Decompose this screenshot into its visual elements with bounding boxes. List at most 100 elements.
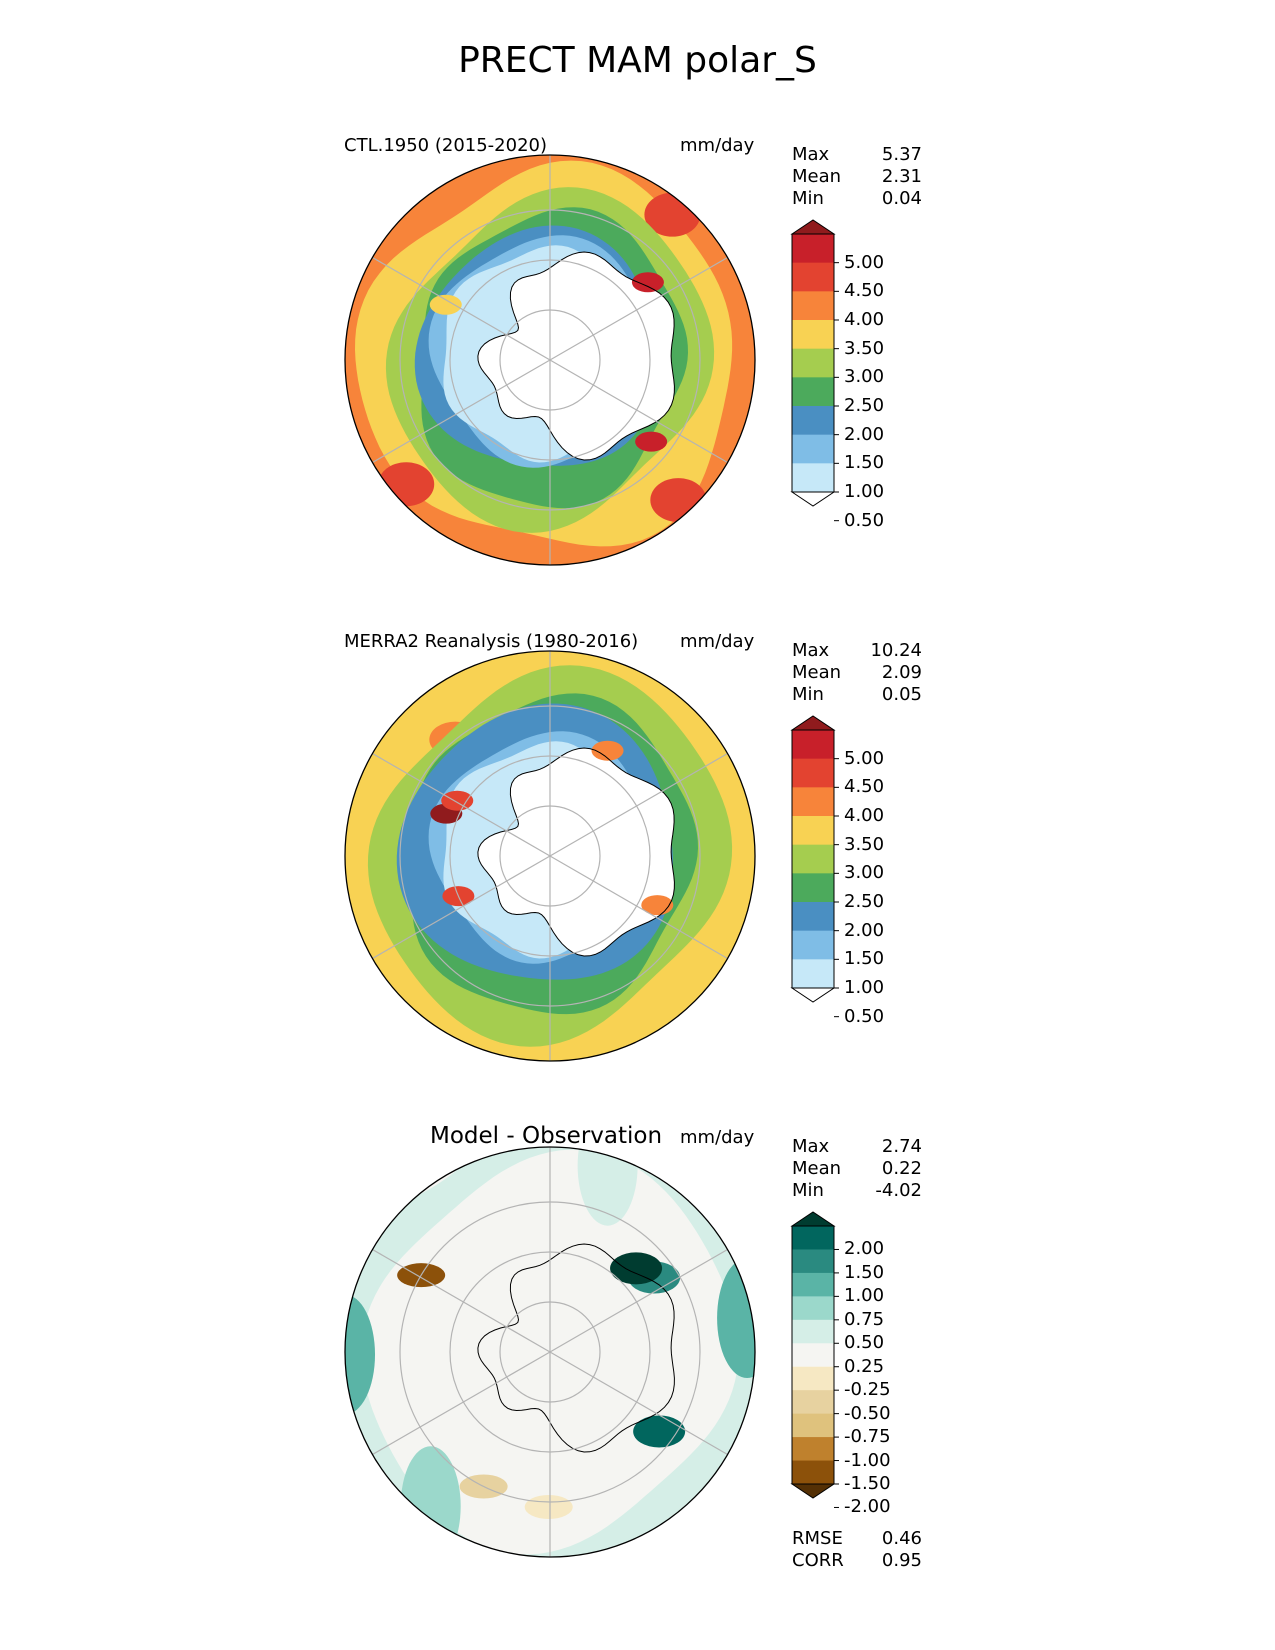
stat-value: 2.74 <box>881 1136 922 1157</box>
stat-value: 10.24 <box>870 640 922 661</box>
colorbar-swatch <box>792 1272 834 1297</box>
colorbar-extend-min <box>790 987 836 1003</box>
colorbar-tick-label: -1.00 <box>844 1449 891 1471</box>
colorbar-swatch <box>792 1366 834 1391</box>
stat-value: 2.09 <box>881 662 922 683</box>
coastline <box>477 747 675 957</box>
panel-1-units: mm/day <box>680 135 755 156</box>
metric-label: RMSE <box>792 1528 843 1549</box>
colorbar-tick-label: -1.50 <box>844 1473 891 1494</box>
colorbar-swatch <box>792 406 834 436</box>
contour-band <box>650 478 707 523</box>
longitude-gridline <box>549 359 728 464</box>
stat-label: Mean <box>792 662 842 683</box>
stat-label: Max <box>792 144 830 165</box>
colorbar-swatch <box>792 291 834 321</box>
metric-value: 0.95 <box>881 1550 922 1571</box>
colorbar-swatch <box>792 1343 834 1368</box>
colorbar-tick-label: 0.25 <box>844 1355 885 1377</box>
panel-1-stats: Max 5.37 Mean 2.31 Min 0.04 <box>792 144 922 210</box>
colorbar-tick-label: 2.00 <box>844 1238 885 1260</box>
contour-band <box>477 748 675 956</box>
colorbar-2 <box>790 715 839 1018</box>
colorbar-tick-label: -0.50 <box>844 1402 891 1424</box>
colorbar-extend-min <box>790 1483 836 1499</box>
contour-band <box>591 740 624 761</box>
longitude-gridline <box>549 855 728 960</box>
colorbar-swatch <box>792 1390 834 1415</box>
colorbar-swatch <box>792 434 834 464</box>
colorbar-tick-label: 1.50 <box>844 1261 885 1283</box>
panel-3-title: Model - Observation <box>430 1123 663 1149</box>
stat-label: Mean <box>792 166 842 187</box>
colorbar-tick-label: 3.00 <box>844 862 885 884</box>
colorbar-tick-label: -0.25 <box>844 1379 891 1401</box>
colorbar-swatch <box>792 959 834 989</box>
contour-band <box>429 294 462 315</box>
stat-value: 0.05 <box>881 684 922 705</box>
contour-band <box>577 1147 638 1226</box>
stat-value: 0.22 <box>881 1158 922 1179</box>
colorbar-tick-label: 5.00 <box>844 747 885 769</box>
contour-band <box>635 431 668 452</box>
colorbar-extend-max <box>790 1211 836 1227</box>
panel-3-metrics: RMSE 0.46 CORR 0.95 <box>792 1528 922 1572</box>
contour-band <box>441 790 474 811</box>
colorbar-swatch <box>792 758 834 788</box>
colorbar-swatch <box>792 463 834 493</box>
longitude-gridline <box>549 752 728 857</box>
map-boundary <box>344 650 756 1062</box>
colorbar-swatch <box>792 1460 834 1485</box>
colorbar-tick-label: 0.75 <box>844 1308 885 1330</box>
colorbar-tick-label: 0.50 <box>844 1332 885 1354</box>
contour-band <box>717 1258 755 1379</box>
colorbar-swatch <box>792 377 834 407</box>
colorbar-frame <box>791 729 835 989</box>
colorbar-tick-label: 1.50 <box>844 452 885 474</box>
polar-map-panel-3 <box>344 1146 756 1558</box>
coastline <box>477 251 675 461</box>
colorbar-frame <box>791 233 835 493</box>
panel-1-title: CTL.1950 (2015-2020) <box>344 135 548 156</box>
colorbar-tick-label: 5.00 <box>844 251 885 273</box>
colorbar-swatch <box>792 1296 834 1321</box>
longitude-gridline <box>549 256 728 361</box>
stat-label: Mean <box>792 1158 842 1179</box>
contour-band <box>631 272 664 293</box>
colorbar-tick-label: -2.00 <box>844 1496 891 1518</box>
colorbar-swatch <box>792 1437 834 1462</box>
map-field <box>345 651 755 1061</box>
colorbar-tick-label: 1.50 <box>844 948 885 970</box>
longitude-gridline <box>549 1351 728 1456</box>
map-boundary <box>344 154 756 566</box>
colorbar-tick-label: 1.00 <box>844 977 885 998</box>
colorbar-tick-label: 1.00 <box>844 481 885 502</box>
polar-map-panel-2 <box>344 650 756 1062</box>
stat-value: 5.37 <box>881 144 922 165</box>
colorbar-swatch <box>792 816 834 846</box>
longitude-gridline <box>372 752 551 857</box>
colorbar-tick-label: 3.00 <box>844 366 885 388</box>
contour-band <box>524 1494 573 1519</box>
figure-title: PRECT MAM polar_S <box>458 40 817 81</box>
longitude-gridline <box>372 256 551 361</box>
metric-label: CORR <box>792 1550 844 1571</box>
colorbar-tick-label: 2.00 <box>844 919 885 941</box>
colorbar-tick-label: 2.00 <box>844 423 885 445</box>
stat-value: 2.31 <box>881 166 922 187</box>
colorbar-3 <box>790 1211 839 1508</box>
colorbar-swatch <box>792 873 834 903</box>
longitude-gridline <box>372 1351 551 1456</box>
panel-2-units: mm/day <box>680 631 755 652</box>
colorbar-swatch <box>792 262 834 292</box>
panel-3-stats: Max 2.74 Mean 0.22 Min -4.02 <box>792 1136 922 1202</box>
colorbar-tick-label: 0.50 <box>844 1005 885 1027</box>
panel-3-units: mm/day <box>680 1127 755 1148</box>
panel-2-stats: Max 10.24 Mean 2.09 Min 0.05 <box>792 640 922 706</box>
colorbar-swatch <box>792 1226 834 1250</box>
colorbar-tick-label: -0.75 <box>844 1426 891 1448</box>
colorbar-tick-label: 3.50 <box>844 337 885 359</box>
contour-band <box>477 252 675 460</box>
contour-band <box>610 1252 663 1285</box>
